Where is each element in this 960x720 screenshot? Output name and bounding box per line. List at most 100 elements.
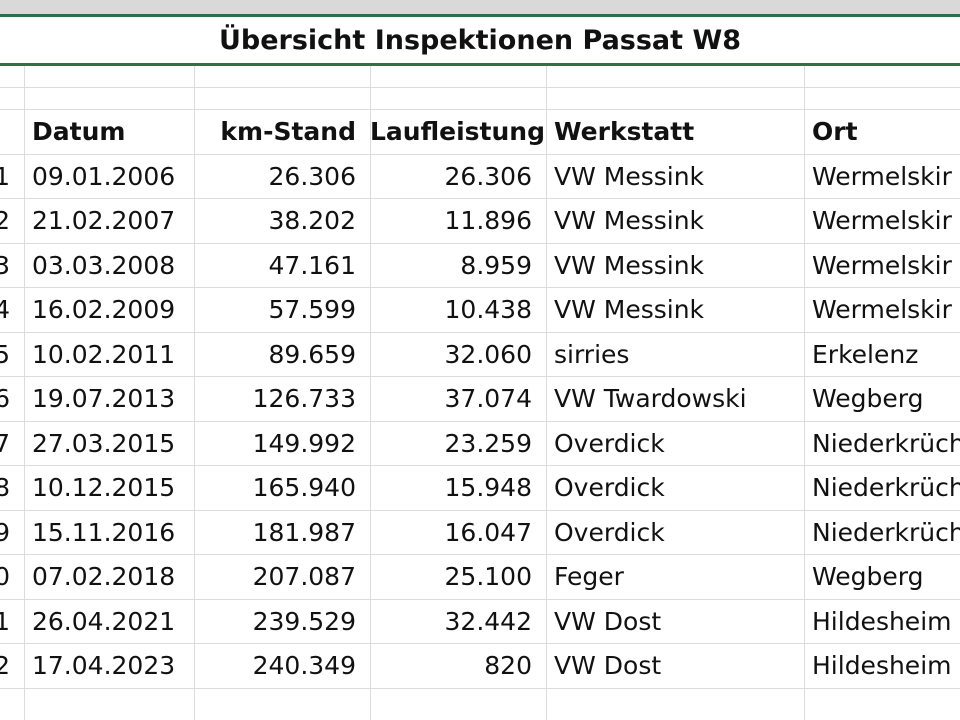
table-cell-km-stand[interactable]: 165.940: [252, 473, 356, 502]
row-gridline: [0, 554, 960, 555]
table-cell-nr[interactable]: 3: [0, 251, 10, 280]
table-cell-km-stand[interactable]: 57.599: [268, 295, 356, 324]
table-cell-werkstatt[interactable]: VW Dost: [554, 607, 662, 636]
table-cell-werkstatt[interactable]: VW Twardowski: [554, 384, 747, 413]
table-cell-laufleistung[interactable]: 10.438: [444, 295, 532, 324]
table-cell-werkstatt[interactable]: VW Dost: [554, 651, 662, 680]
table-cell-km-stand[interactable]: 38.202: [268, 206, 356, 235]
row-gridline: [0, 376, 960, 377]
table-cell-laufleistung[interactable]: 16.047: [444, 518, 532, 547]
table-cell-ort[interactable]: Hildesheim: [812, 651, 952, 680]
table-cell-laufleistung[interactable]: 32.442: [444, 607, 532, 636]
table-cell-datum[interactable]: 17.04.2023: [32, 651, 176, 680]
table-cell-km-stand[interactable]: 240.349: [252, 651, 356, 680]
table-cell-km-stand[interactable]: 26.306: [268, 162, 356, 191]
column-gridline: [546, 66, 547, 720]
row-gridline: [0, 332, 960, 333]
title-border-top: [0, 14, 960, 17]
table-cell-datum[interactable]: 16.02.2009: [32, 295, 176, 324]
table-cell-ort[interactable]: Niederkrüch: [812, 473, 960, 502]
column-gridline: [804, 66, 805, 720]
table-cell-km-stand[interactable]: 207.087: [252, 562, 356, 591]
table-cell-laufleistung[interactable]: 8.959: [460, 251, 532, 280]
table-cell-datum[interactable]: 09.01.2006: [32, 162, 176, 191]
header-cell-ort[interactable]: Ort: [812, 117, 858, 146]
spreadsheet-grid[interactable]: Datum km-Stand Laufleistung Werkstatt Ort 1 09…: [0, 66, 960, 720]
table-cell-nr[interactable]: 8: [0, 473, 10, 502]
header-cell-datum[interactable]: Datum: [32, 117, 126, 146]
header-cell-werkstatt[interactable]: Werkstatt: [554, 117, 695, 146]
table-cell-werkstatt[interactable]: VW Messink: [554, 295, 705, 324]
table-cell-km-stand[interactable]: 181.987: [252, 518, 356, 547]
table-cell-nr[interactable]: 11: [0, 607, 10, 636]
table-cell-laufleistung[interactable]: 820: [484, 651, 532, 680]
table-cell-km-stand[interactable]: 239.529: [252, 607, 356, 636]
table-cell-laufleistung[interactable]: 32.060: [444, 340, 532, 369]
table-cell-km-stand[interactable]: 126.733: [252, 384, 356, 413]
table-cell-nr[interactable]: 4: [0, 295, 10, 324]
table-cell-datum[interactable]: 10.12.2015: [32, 473, 176, 502]
table-cell-nr[interactable]: 5: [0, 340, 10, 369]
row-gridline: [0, 465, 960, 466]
row-gridline: [0, 688, 960, 689]
table-cell-nr[interactable]: 10: [0, 562, 10, 591]
table-cell-nr[interactable]: 1: [0, 162, 10, 191]
table-cell-datum[interactable]: 10.02.2011: [32, 340, 176, 369]
table-cell-datum[interactable]: 21.02.2007: [32, 206, 176, 235]
table-cell-datum[interactable]: 19.07.2013: [32, 384, 176, 413]
column-gridline: [370, 66, 371, 720]
table-cell-laufleistung[interactable]: 15.948: [444, 473, 532, 502]
table-cell-ort[interactable]: Hildesheim: [812, 607, 952, 636]
row-gridline: [0, 109, 960, 110]
table-cell-nr[interactable]: 7: [0, 429, 10, 458]
table-cell-werkstatt[interactable]: VW Messink: [554, 206, 705, 235]
table-cell-ort[interactable]: Niederkrüch: [812, 518, 960, 547]
table-cell-datum[interactable]: 27.03.2015: [32, 429, 176, 458]
table-cell-datum[interactable]: 26.04.2021: [32, 607, 176, 636]
column-gridline: [24, 66, 25, 720]
table-cell-laufleistung[interactable]: 11.896: [444, 206, 532, 235]
table-cell-werkstatt[interactable]: Overdick: [554, 518, 665, 547]
table-cell-ort[interactable]: Wermelskir: [812, 251, 952, 280]
table-cell-ort[interactable]: Niederkrüch: [812, 429, 960, 458]
table-cell-laufleistung[interactable]: 25.100: [444, 562, 532, 591]
table-cell-nr[interactable]: 12: [0, 651, 10, 680]
table-cell-ort[interactable]: Wermelskir: [812, 295, 952, 324]
header-cell-km-stand[interactable]: km-Stand: [220, 117, 356, 146]
row-gridline: [0, 599, 960, 600]
table-cell-werkstatt[interactable]: Feger: [554, 562, 624, 591]
title-border-bottom: [0, 63, 960, 66]
table-cell-datum[interactable]: 15.11.2016: [32, 518, 176, 547]
table-cell-km-stand[interactable]: 89.659: [268, 340, 356, 369]
table-cell-datum[interactable]: 03.03.2008: [32, 251, 176, 280]
table-cell-nr[interactable]: 2: [0, 206, 10, 235]
table-cell-nr[interactable]: 9: [0, 518, 10, 547]
table-cell-werkstatt[interactable]: sirries: [554, 340, 630, 369]
table-cell-ort[interactable]: Wermelskir: [812, 206, 952, 235]
table-cell-werkstatt[interactable]: Overdick: [554, 473, 665, 502]
table-cell-werkstatt[interactable]: VW Messink: [554, 251, 705, 280]
table-cell-km-stand[interactable]: 149.992: [252, 429, 356, 458]
table-cell-datum[interactable]: 07.02.2018: [32, 562, 176, 591]
header-cell-nr[interactable]: [0, 110, 24, 154]
table-cell-laufleistung[interactable]: 26.306: [444, 162, 532, 191]
table-cell-laufleistung[interactable]: 37.074: [444, 384, 532, 413]
row-gridline: [0, 243, 960, 244]
table-cell-nr[interactable]: 6: [0, 384, 10, 413]
table-cell-ort[interactable]: Erkelenz: [812, 340, 919, 369]
row-gridline: [0, 510, 960, 511]
row-gridline: [0, 643, 960, 644]
table-cell-laufleistung[interactable]: 23.259: [444, 429, 532, 458]
window-top-bar: [0, 0, 960, 14]
table-cell-km-stand[interactable]: 47.161: [268, 251, 356, 280]
sheet-title: Übersicht Inspektionen Passat W8: [218, 24, 742, 56]
table-cell-ort[interactable]: Wegberg: [812, 384, 924, 413]
row-gridline: [0, 87, 960, 88]
table-cell-ort[interactable]: Wegberg: [812, 562, 924, 591]
header-cell-laufleistung[interactable]: Laufleistung: [370, 117, 545, 146]
row-gridline: [0, 421, 960, 422]
row-gridline: [0, 287, 960, 288]
table-cell-werkstatt[interactable]: VW Messink: [554, 162, 705, 191]
table-cell-werkstatt[interactable]: Overdick: [554, 429, 665, 458]
table-cell-ort[interactable]: Wermelskir: [812, 162, 952, 191]
